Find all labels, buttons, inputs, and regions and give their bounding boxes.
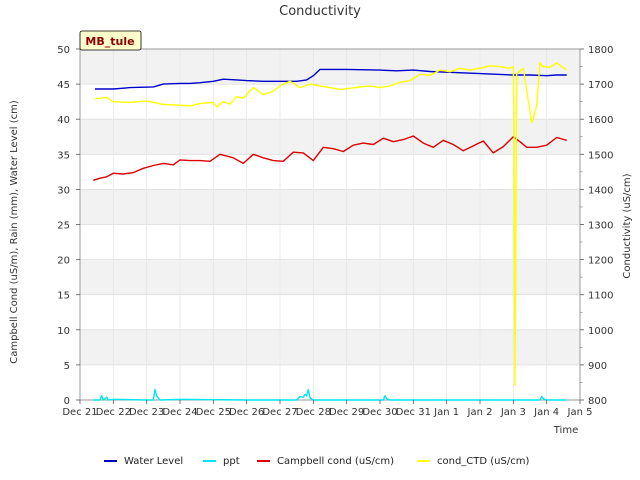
y-right-axis-ticks: 800 900 1000 1100 1200 1300 1400 1500 1600 1700 18… [580,45,613,407]
y-left-tick-label: 25 [57,221,70,232]
x-tick-label: Dec 21 [62,407,97,418]
series-line-water-level [95,68,567,90]
x-tick-label: Dec 27 [262,407,297,418]
y-right-tick-label: 1300 [588,221,613,232]
x-tick-label: Jan 5 [567,407,593,418]
x-tick-label: Dec 23 [129,407,164,418]
y-right-tick-label: 900 [588,361,607,372]
background-band [80,259,580,295]
y-left-tick-label: 40 [57,115,70,126]
y-right-tick-label: 1600 [588,115,613,126]
series-line-ppt [93,388,567,401]
site-badge-box [79,30,142,51]
background-band [80,84,580,120]
legend-label: cond_CTD (uS/cm) [437,456,529,467]
y-left-tick-label: 30 [57,185,70,196]
y-right-tick-label: 800 [588,396,607,407]
y-right-tick-label: 1700 [588,80,613,91]
site-badge-label: MB_tule [85,35,134,48]
x-tick-label: Dec 25 [196,407,231,418]
x-tick-label: Dec 26 [229,407,264,418]
x-tick-label: Jan 1 [433,407,459,418]
background-band [80,119,580,155]
background-band [80,49,580,85]
x-tick-label: Jan 2 [467,407,493,418]
background-band [80,224,580,260]
y-right-tick-label: 1800 [588,45,613,56]
y-left-tick-label: 50 [57,45,70,56]
y-left-tick-label: 10 [57,326,70,337]
x-tick-label: Dec 22 [96,407,131,418]
x-tick-label: Jan 3 [500,407,526,418]
y-right-tick-label: 1500 [588,150,613,161]
y-left-tick-label: 5 [64,361,70,372]
y-right-tick-label: 1000 [588,326,613,337]
y-right-tick-label: 1200 [588,256,613,267]
legend: Water Level ppt Campbell cond (uS/cm) cond_… [104,456,529,467]
background-band [80,329,580,365]
y-right-tick-label: 1400 [588,185,613,196]
x-axis-title: Time [553,425,578,436]
x-tick-label: Dec 30 [362,407,397,418]
site-badge: MB_tule [79,30,142,51]
x-tick-label: Dec 31 [396,407,431,418]
y-left-tick-label: 0 [64,396,70,407]
x-tick-label: Dec 28 [296,407,331,418]
y-left-axis-title: Campbell Cond (uS/m), Rain (mm), Water L… [9,100,20,364]
legend-label: Water Level [124,456,183,467]
series-line-cond-ctd-us-cm [94,62,568,386]
y-left-tick-label: 45 [57,80,70,91]
background-band [80,294,580,330]
y-left-tick-label: 35 [57,150,70,161]
series-line-campbell-cond-us-cm [93,135,567,181]
x-tick-label: Jan 4 [533,407,559,418]
x-tick-label: Dec 24 [162,407,197,418]
y-right-axis-title: Conductivity (uS/cm) [622,173,633,278]
legend-label: Campbell cond (uS/cm) [277,456,394,467]
y-left-axis-ticks: 0 5 10 15 20 25 30 35 40 45 50 [57,45,80,407]
background-band [80,189,580,225]
series-layer [93,62,568,401]
chart-title: Conductivity [279,4,361,19]
y-left-tick-label: 15 [57,291,70,302]
y-right-tick-label: 1100 [588,291,613,302]
background-band [80,154,580,190]
y-left-tick-label: 20 [57,256,70,267]
background-band [80,364,580,400]
x-tick-label: Dec 29 [329,407,364,418]
legend-label: ppt [223,456,240,467]
